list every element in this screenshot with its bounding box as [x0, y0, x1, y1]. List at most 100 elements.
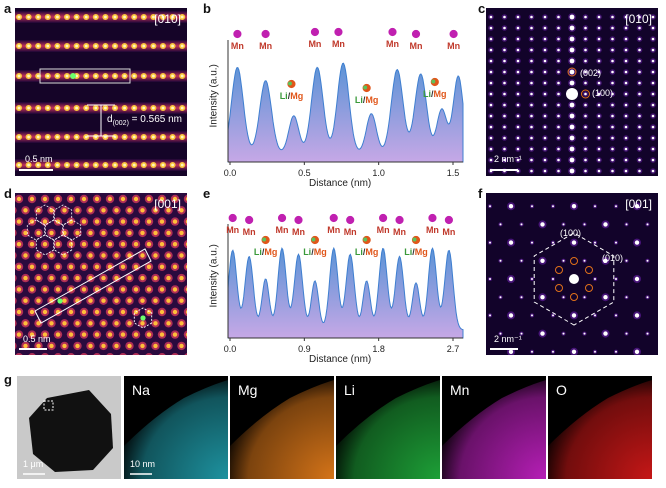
mn-atom-icon	[293, 215, 304, 225]
xlabel-e: Distance (nm)	[309, 354, 372, 365]
eds-map-mg: Mg	[230, 376, 334, 479]
mn-label: Mn	[332, 39, 345, 49]
li-mg-label: Li/Mg	[254, 247, 278, 257]
mn-atom-icon	[448, 29, 459, 39]
zone-axis-label-a: [010]	[154, 12, 181, 26]
mn-label: Mn	[393, 227, 406, 237]
xlabel-b: Distance (nm)	[309, 178, 372, 189]
eds-element-label: Li	[344, 382, 355, 398]
mn-atom-icon	[232, 29, 243, 39]
profile-curve	[227, 62, 464, 163]
eds-element-label: Mg	[238, 382, 258, 398]
x-tick-label: 0.9	[298, 344, 311, 354]
x-tick-label: 2.7	[447, 344, 460, 354]
saed-001: [001] (100) (010) 2 nm⁻¹	[486, 193, 658, 355]
mn-label: Mn	[231, 41, 244, 51]
mn-label: Mn	[344, 227, 357, 237]
mn-atom-icon	[244, 215, 255, 225]
scalebar-label-d: 0.5 nm	[23, 334, 51, 344]
li-mg-label: Li/Mg	[355, 95, 379, 105]
x-tick-label: 0.0	[224, 168, 237, 178]
x-tick-label: 0.0	[224, 344, 237, 354]
panel-letter-b: b	[203, 1, 211, 16]
intensity-profile-b: 0.0 0.5 1.0 1.5 Mn Mn Li/Mg Mn Mn Li/Mg Mn Mn Li/Mg M…	[198, 14, 468, 194]
eds-map-o: O	[548, 376, 652, 479]
panel-letter-e: e	[203, 186, 211, 201]
diffraction-pattern-001	[488, 202, 650, 355]
li-mg-label: Li/Mg	[404, 247, 428, 257]
zone-axis-label-d: [001]	[154, 197, 181, 211]
scalebar-label-a: 0.5 nm	[25, 154, 53, 164]
stem-image-010: [010] d(002) = 0.565 nm 0.5 nm	[15, 8, 187, 176]
mn-atom-icon	[411, 29, 421, 39]
mn-label: Mn	[386, 39, 399, 49]
mn-label: Mn	[259, 41, 272, 51]
mn-atom-icon	[277, 213, 287, 223]
panel-letter-a: a	[4, 1, 12, 16]
scalebar-label-c: 2 nm⁻¹	[494, 154, 522, 164]
profile-chart-b: 0.0 0.5 1.0 1.5 Mn Mn Li/Mg Mn Mn Li/Mg Mn Mn Li/Mg M…	[224, 27, 464, 178]
mn-label: Mn	[426, 225, 439, 235]
ylabel-b: Intensity (a.u.)	[208, 64, 220, 128]
x-tick-label: 1.8	[372, 344, 385, 354]
scalebar-label-map: 10 nm	[130, 459, 156, 469]
eds-element-label: Na	[132, 382, 150, 398]
mn-label: Mn	[447, 41, 460, 51]
eds-map-mn: Mn	[442, 376, 546, 479]
scalebar-label-f: 2 nm⁻¹	[494, 334, 522, 344]
eds-map-na: Na 10 nm	[124, 376, 228, 479]
intensity-profile-e: 0.0 0.9 1.8 2.7 Mn Mn Li/Mg Mn Mn Li/Mg Mn Mn Li/Mg M…	[198, 198, 468, 370]
mn-label: Mn	[410, 41, 423, 51]
mn-atom-icon	[427, 213, 438, 223]
x-tick-label: 1.0	[372, 168, 385, 178]
mn-label: Mn	[292, 227, 305, 237]
mn-atom-icon	[443, 215, 454, 225]
mn-label: Mn	[276, 225, 289, 235]
zone-axis-label-c: [010]	[625, 12, 652, 26]
stem-lattice-010	[15, 8, 187, 176]
profile-curve	[227, 246, 464, 339]
mn-atom-icon	[387, 27, 398, 37]
eds-element-label: O	[556, 382, 567, 398]
stem-lattice-001	[15, 193, 187, 355]
panel-letter-g: g	[4, 372, 12, 387]
spot-label-100: (100)	[592, 88, 614, 98]
eds-element-label: Mn	[450, 382, 470, 398]
spot-label-010-f: (010)	[602, 253, 624, 263]
mn-atom-icon	[227, 213, 238, 223]
mn-atom-icon	[394, 215, 405, 225]
mn-atom-icon	[328, 213, 339, 223]
li-mg-label: Li/Mg	[423, 89, 447, 99]
panel-letter-c: c	[478, 1, 486, 16]
mn-label: Mn	[226, 225, 239, 235]
mn-label: Mn	[243, 227, 256, 237]
panel-letter-f: f	[478, 186, 483, 201]
x-tick-label: 1.5	[447, 168, 460, 178]
ylabel-e: Intensity (a.u.)	[208, 244, 220, 308]
mn-atom-icon	[260, 29, 271, 39]
li-mg-label: Li/Mg	[355, 247, 379, 257]
li-mg-label: Li/Mg	[280, 91, 304, 101]
zone-axis-label-f: [001]	[625, 197, 652, 211]
diffraction-pattern-010	[488, 13, 656, 175]
mn-label: Mn	[308, 39, 321, 49]
tem-particle-image: 1 μm	[17, 376, 121, 479]
mn-atom-icon	[333, 27, 344, 37]
mn-label: Mn	[377, 225, 390, 235]
eds-map-li: Li	[336, 376, 440, 479]
stem-image-001: [001] 0.5 nm	[15, 193, 187, 355]
particle-silhouette	[23, 390, 113, 475]
spot-label-100-f: (100)	[560, 228, 582, 238]
mn-atom-icon	[378, 213, 389, 223]
spot-label-002: (002)	[580, 68, 602, 78]
mn-atom-icon	[345, 215, 356, 225]
x-tick-label: 0.5	[298, 168, 311, 178]
d-spacing-label: d(002) = 0.565 nm	[107, 114, 182, 127]
mn-atom-icon	[310, 27, 320, 37]
mn-label: Mn	[442, 227, 455, 237]
saed-010: [010] (002) (100) 2 nm⁻¹	[486, 8, 658, 176]
mn-label: Mn	[327, 225, 340, 235]
scalebar-label-tem: 1 μm	[23, 459, 44, 469]
li-mg-label: Li/Mg	[303, 247, 327, 257]
